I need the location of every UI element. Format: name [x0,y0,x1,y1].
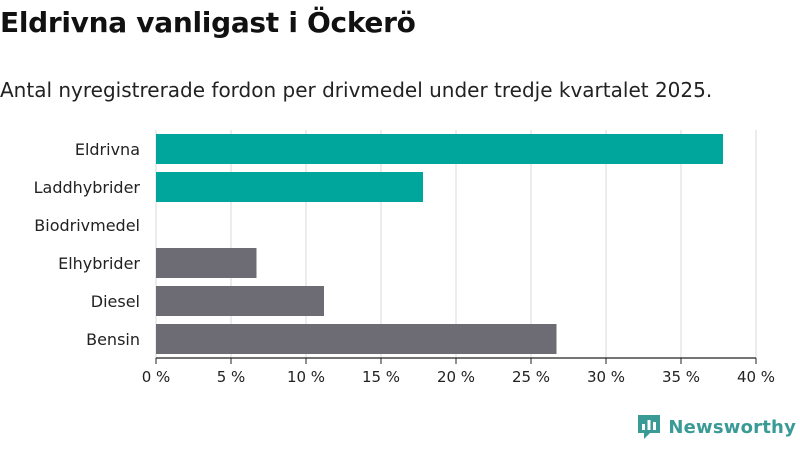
category-label: Eldrivna [75,140,140,159]
category-label: Bensin [86,330,140,349]
x-tick-label: 15 % [362,368,400,386]
brand-name: Newsworthy [668,416,796,438]
bar-diesel [156,286,324,316]
x-tick-label: 10 % [287,368,325,386]
bar-elhybrider [156,248,257,278]
chart-subtitle: Antal nyregistrerade fordon per drivmede… [0,78,713,102]
x-tick-label: 25 % [512,368,550,386]
x-tick-label: 0 % [142,368,171,386]
chart-title: Eldrivna vanligast i Öckerö [0,6,416,39]
bar-bensin [156,324,557,354]
newsworthy-brand: Newsworthy [636,412,796,442]
x-tick-label: 40 % [737,368,775,386]
x-tick-label: 30 % [587,368,625,386]
x-tick-label: 20 % [437,368,475,386]
bar-eldrivna [156,134,723,164]
category-label: Elhybrider [58,254,140,273]
x-tick-label: 5 % [217,368,246,386]
newsworthy-logo-icon [638,415,661,439]
category-label: Diesel [91,292,140,311]
category-label: Biodrivmedel [34,216,140,235]
bar-laddhybrider [156,172,423,202]
bar-chart: 0 % 5 % 10 % 15 % 20 % 25 % 30 % 35 % 40 % Eldriv… [34,130,775,386]
category-label: Laddhybrider [34,178,141,197]
x-tick-label: 35 % [662,368,700,386]
